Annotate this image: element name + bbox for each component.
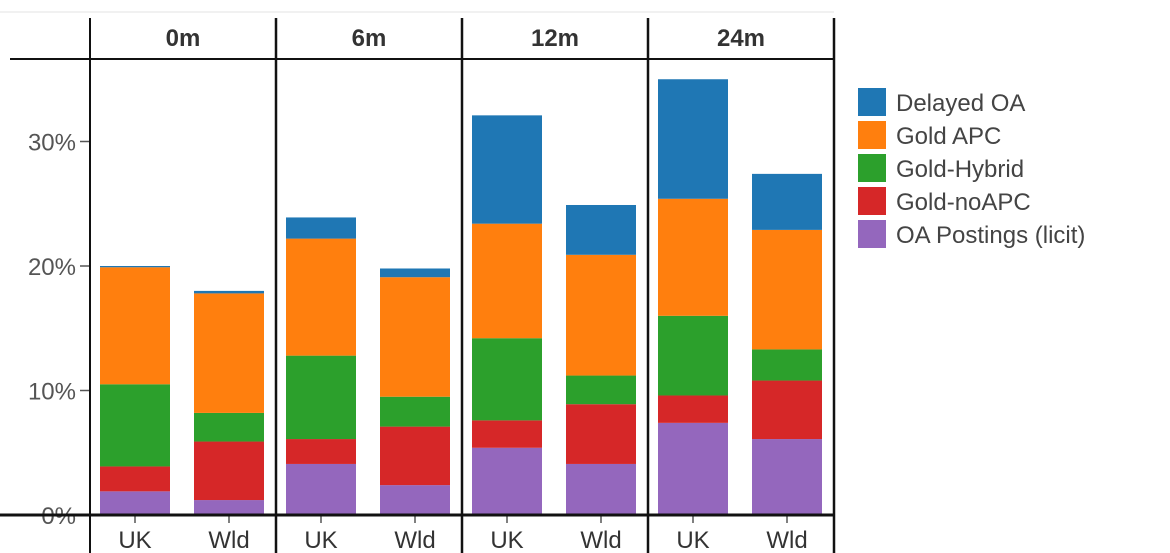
bar-segment-6m-uk-delayed-oa bbox=[286, 217, 356, 239]
bar-segment-6m-wld-delayed-oa bbox=[380, 268, 450, 278]
legend-swatch bbox=[858, 220, 886, 248]
bar-segment-12m-wld-gold-apc bbox=[566, 254, 636, 376]
legend-swatch bbox=[858, 88, 886, 116]
legend-label: Gold-noAPC bbox=[896, 189, 1031, 216]
bar-segment-6m-wld-oa-postings-licit- bbox=[380, 485, 450, 515]
x-category-label: Wld bbox=[766, 527, 807, 553]
bar-segment-24m-wld-delayed-oa bbox=[752, 173, 822, 230]
bar-segment-0m-uk-gold-apc bbox=[100, 267, 170, 385]
bar-segment-24m-uk-gold-apc bbox=[658, 198, 728, 316]
legend-swatch bbox=[858, 187, 886, 215]
bar-segment-24m-wld-gold-hybrid bbox=[752, 349, 822, 381]
panel-label-6m: 6m bbox=[352, 25, 387, 52]
legend-label: Gold APC bbox=[896, 123, 1001, 150]
legend-swatch bbox=[858, 121, 886, 149]
x-category-label: Wld bbox=[580, 527, 621, 553]
bar-segment-24m-wld-gold-apc bbox=[752, 229, 822, 350]
bar-segment-0m-uk-gold-noapc bbox=[100, 466, 170, 492]
bar-segment-0m-wld-gold-noapc bbox=[194, 441, 264, 501]
bar-segment-12m-uk-gold-noapc bbox=[472, 420, 542, 448]
bar-segment-0m-wld-delayed-oa bbox=[194, 290, 264, 294]
bar-segment-12m-uk-gold-hybrid bbox=[472, 338, 542, 421]
legend-label: OA Postings (licit) bbox=[896, 222, 1085, 249]
bar-segment-24m-uk-oa-postings-licit- bbox=[658, 422, 728, 515]
x-category-label: UK bbox=[676, 527, 709, 553]
bar-segment-0m-wld-gold-hybrid bbox=[194, 412, 264, 442]
legend-swatch bbox=[858, 154, 886, 182]
y-tick-label: 20% bbox=[28, 254, 76, 281]
bar-segment-0m-uk-delayed-oa bbox=[100, 266, 170, 268]
bar-segment-12m-wld-delayed-oa bbox=[566, 204, 636, 255]
bar-segment-24m-wld-oa-postings-licit- bbox=[752, 439, 822, 515]
bar-segment-6m-uk-oa-postings-licit- bbox=[286, 463, 356, 515]
bar-segment-6m-uk-gold-hybrid bbox=[286, 355, 356, 440]
bar-segment-24m-wld-gold-noapc bbox=[752, 380, 822, 440]
bar-segment-0m-wld-oa-postings-licit- bbox=[194, 500, 264, 515]
bar-segment-6m-uk-gold-noapc bbox=[286, 439, 356, 464]
bar-segment-6m-wld-gold-hybrid bbox=[380, 396, 450, 427]
bar-segment-6m-uk-gold-apc bbox=[286, 238, 356, 356]
bar-segment-12m-wld-gold-hybrid bbox=[566, 375, 636, 405]
bar-segment-12m-uk-gold-apc bbox=[472, 223, 542, 339]
bar-segment-12m-wld-gold-noapc bbox=[566, 404, 636, 464]
legend-label: Delayed OA bbox=[896, 90, 1025, 117]
bar-segment-24m-uk-delayed-oa bbox=[658, 79, 728, 199]
y-tick-label: 30% bbox=[28, 130, 76, 157]
panel-label-24m: 24m bbox=[717, 25, 765, 52]
panel-label-0m: 0m bbox=[166, 25, 201, 52]
x-category-label: Wld bbox=[394, 527, 435, 553]
panel-label-12m: 12m bbox=[531, 25, 579, 52]
x-category-label: UK bbox=[490, 527, 523, 553]
bar-segment-6m-wld-gold-noapc bbox=[380, 426, 450, 486]
bar-segment-0m-uk-oa-postings-licit- bbox=[100, 491, 170, 515]
bar-segment-0m-uk-gold-hybrid bbox=[100, 384, 170, 467]
x-category-label: UK bbox=[118, 527, 151, 553]
bar-segment-0m-wld-gold-apc bbox=[194, 293, 264, 413]
bar-segment-6m-wld-gold-apc bbox=[380, 277, 450, 397]
x-category-label: UK bbox=[304, 527, 337, 553]
x-category-label: Wld bbox=[208, 527, 249, 553]
legend-label: Gold-Hybrid bbox=[896, 156, 1024, 183]
bar-segment-24m-uk-gold-hybrid bbox=[658, 315, 728, 396]
bar-segment-12m-uk-oa-postings-licit- bbox=[472, 447, 542, 515]
bar-segment-12m-uk-delayed-oa bbox=[472, 115, 542, 224]
bar-segment-12m-wld-oa-postings-licit- bbox=[566, 463, 636, 515]
bar-segment-24m-uk-gold-noapc bbox=[658, 395, 728, 423]
y-tick-label: 10% bbox=[28, 379, 76, 406]
